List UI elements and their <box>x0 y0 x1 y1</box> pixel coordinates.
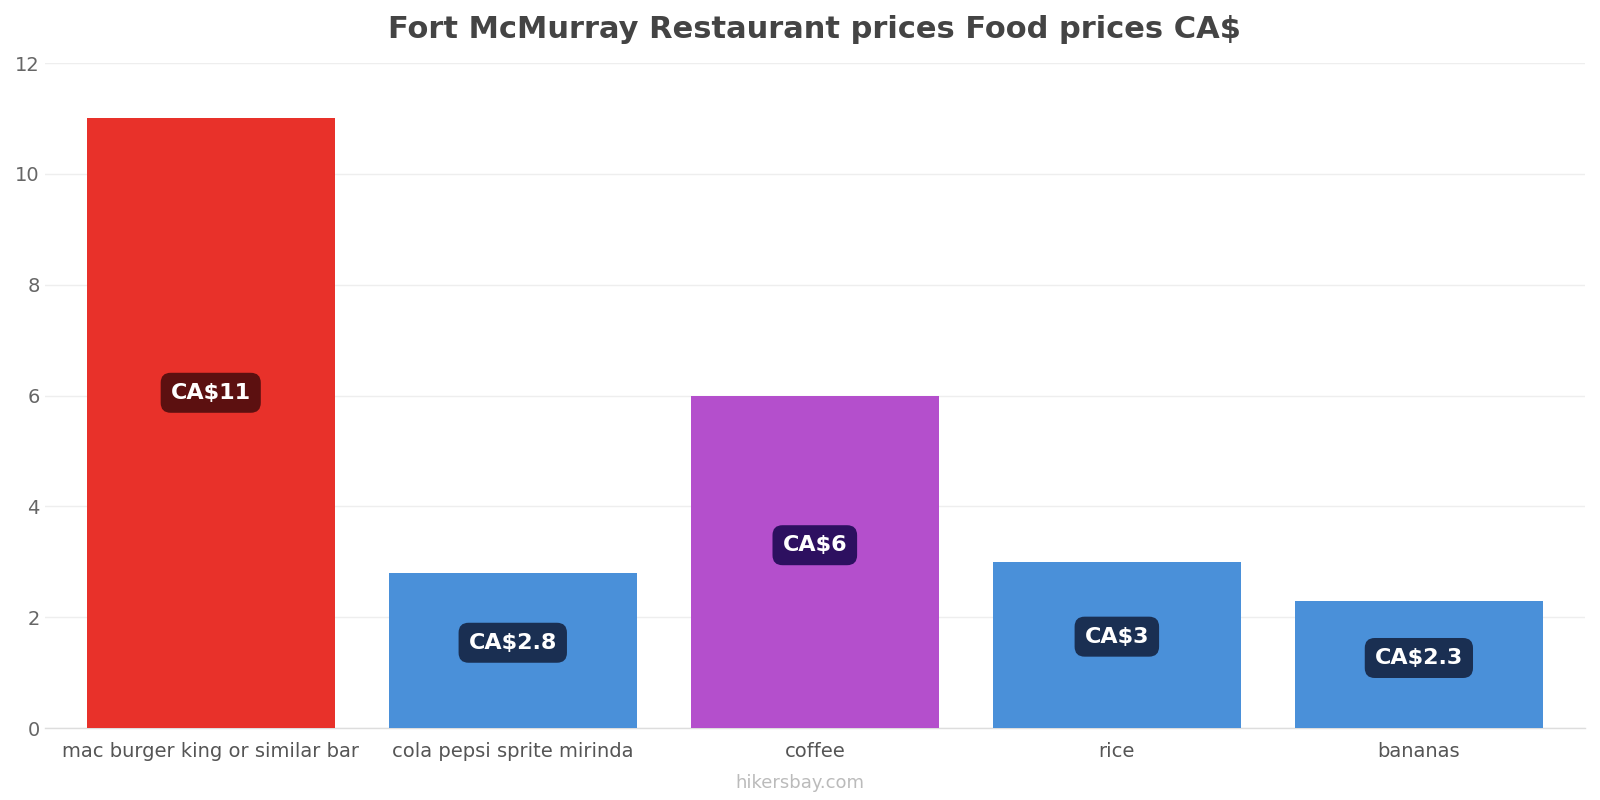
Text: hikersbay.com: hikersbay.com <box>736 774 864 792</box>
Bar <box>1294 601 1542 728</box>
Text: CA$11: CA$11 <box>171 382 251 402</box>
Bar <box>691 395 939 728</box>
Text: CA$2.8: CA$2.8 <box>469 633 557 653</box>
Bar <box>389 573 637 728</box>
Text: CA$2.3: CA$2.3 <box>1374 648 1462 668</box>
Text: CA$6: CA$6 <box>782 535 846 555</box>
Title: Fort McMurray Restaurant prices Food prices CA$: Fort McMurray Restaurant prices Food pri… <box>389 15 1242 44</box>
Text: CA$3: CA$3 <box>1085 626 1149 646</box>
Bar <box>994 562 1240 728</box>
Bar <box>86 118 334 728</box>
